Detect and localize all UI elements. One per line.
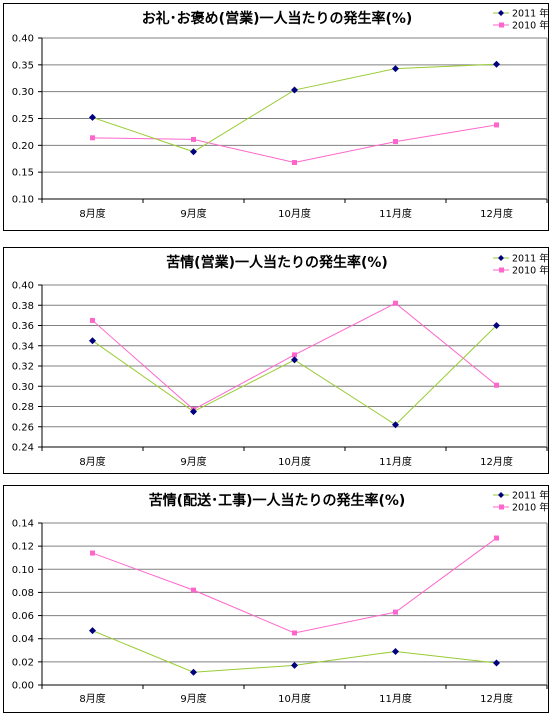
y-tick-label: 0.28 xyxy=(12,402,34,413)
legend-label: 2011 年 xyxy=(512,8,549,20)
y-tick-label: 0.10 xyxy=(12,565,34,576)
data-point-2010 xyxy=(292,630,297,636)
chart-title: 苦情(配送･工事)一人当たりの発生率(%) xyxy=(149,492,406,509)
chart-svg-3: 苦情(配送･工事)一人当たりの発生率(%) 0.00 0.02 0.04 0.06 0.0… xyxy=(12,490,549,706)
legend-label: 2011 年 xyxy=(512,490,549,502)
x-tick-label: 12月度 xyxy=(480,692,513,705)
legend-label: 2010 年 xyxy=(512,20,549,32)
chart-panel-3: 苦情(配送･工事)一人当たりの発生率(%) 0.00 0.02 0.04 0.06 0.0… xyxy=(3,485,549,713)
data-point-2011 xyxy=(89,627,96,635)
x-tick-label: 8月度 xyxy=(79,207,105,220)
y-tick-label: 0.40 xyxy=(12,281,34,292)
data-point-2011 xyxy=(190,408,197,416)
legend-label: 2010 年 xyxy=(512,502,549,514)
data-point-2011 xyxy=(89,337,96,345)
series-line-2010 xyxy=(92,124,497,164)
chart-title: 苦情(営業)一人当たりの発生率(%) xyxy=(166,254,388,271)
y-tick-label: 0.15 xyxy=(12,168,34,179)
chart-panel-2: 苦情(営業)一人当たりの発生率(%) 0.24 0.26 0.28 0.30 0.32 0.… xyxy=(3,247,549,474)
data-point-2010 xyxy=(292,160,297,166)
x-tick-label: 11月度 xyxy=(379,692,412,705)
legend-marker xyxy=(499,22,504,28)
y-tick-label: 0.26 xyxy=(12,422,34,433)
data-point-2011 xyxy=(493,60,500,68)
legend-marker xyxy=(499,267,504,273)
x-tick-label: 11月度 xyxy=(379,455,412,468)
data-point-2010 xyxy=(191,136,196,142)
legend-label: 2010 年 xyxy=(512,265,549,277)
x-tick-label: 9月度 xyxy=(180,207,206,220)
y-tick-label: 0.00 xyxy=(12,681,34,692)
data-point-2011 xyxy=(493,659,500,667)
chart-title: お礼･お褒め(営業)一人当たりの発生率(%) xyxy=(142,10,413,27)
data-point-2010 xyxy=(393,139,398,145)
series-line-2011 xyxy=(92,325,497,426)
data-point-2011 xyxy=(190,668,197,676)
data-point-2010 xyxy=(90,135,95,141)
y-tick-label: 0.30 xyxy=(12,382,34,393)
data-point-2010 xyxy=(494,535,499,541)
legend-label: 2011 年 xyxy=(512,253,549,265)
data-point-2011 xyxy=(392,421,399,429)
chart-svg-1: お礼･お褒め(営業)一人当たりの発生率(%) 0.10 0.15 0.20 0.25 0.… xyxy=(12,8,549,221)
data-point-2010 xyxy=(494,122,499,128)
y-tick-label: 0.04 xyxy=(12,634,34,645)
data-point-2011 xyxy=(291,661,298,669)
y-tick-label: 0.38 xyxy=(12,301,34,312)
x-tick-label: 11月度 xyxy=(379,207,412,220)
x-tick-label: 9月度 xyxy=(180,455,206,468)
data-point-2011 xyxy=(291,86,298,94)
data-point-2011 xyxy=(493,322,500,329)
data-point-2010 xyxy=(90,317,95,323)
data-point-2011 xyxy=(291,356,298,364)
legend-marker xyxy=(498,255,504,261)
x-tick-label: 8月度 xyxy=(79,455,105,468)
y-tick-label: 0.24 xyxy=(12,443,34,454)
y-tick-label: 0.10 xyxy=(12,195,34,206)
y-tick-label: 0.25 xyxy=(12,114,34,125)
y-tick-label: 0.06 xyxy=(12,611,34,622)
y-tick-label: 0.12 xyxy=(12,542,34,553)
data-point-2011 xyxy=(392,65,399,73)
y-tick-label: 0.32 xyxy=(12,362,34,373)
data-point-2010 xyxy=(393,609,398,615)
y-tick-label: 0.02 xyxy=(12,657,34,668)
y-tick-label: 0.34 xyxy=(12,341,34,352)
y-tick-label: 0.35 xyxy=(12,60,34,71)
x-tick-label: 12月度 xyxy=(480,455,513,468)
data-point-2010 xyxy=(393,300,398,306)
data-point-2011 xyxy=(190,148,197,156)
x-tick-label: 10月度 xyxy=(278,455,311,468)
data-point-2011 xyxy=(392,647,399,655)
x-tick-label: 10月度 xyxy=(278,692,311,705)
legend-marker xyxy=(499,504,504,510)
chart-panel-1: お礼･お褒め(営業)一人当たりの発生率(%) 0.10 0.15 0.20 0.25 0.… xyxy=(3,3,549,231)
data-point-2010 xyxy=(292,352,297,358)
data-point-2010 xyxy=(90,550,95,556)
y-tick-label: 0.30 xyxy=(12,87,34,98)
y-tick-label: 0.20 xyxy=(12,141,34,152)
chart-svg-2: 苦情(営業)一人当たりの発生率(%) 0.24 0.26 0.28 0.30 0.32 0.… xyxy=(12,253,549,469)
x-tick-label: 10月度 xyxy=(278,207,311,220)
y-tick-label: 0.14 xyxy=(12,519,34,530)
series-line-2010 xyxy=(92,537,497,634)
data-point-2010 xyxy=(191,587,196,593)
x-tick-label: 12月度 xyxy=(480,207,513,220)
x-tick-label: 8月度 xyxy=(79,692,105,705)
y-tick-label: 0.08 xyxy=(12,588,34,599)
y-tick-label: 0.36 xyxy=(12,321,34,332)
legend-marker xyxy=(498,10,504,16)
data-point-2011 xyxy=(89,113,96,121)
legend-marker xyxy=(498,492,504,498)
y-tick-label: 0.40 xyxy=(12,34,34,45)
data-point-2010 xyxy=(494,382,499,388)
x-tick-label: 9月度 xyxy=(180,692,206,705)
